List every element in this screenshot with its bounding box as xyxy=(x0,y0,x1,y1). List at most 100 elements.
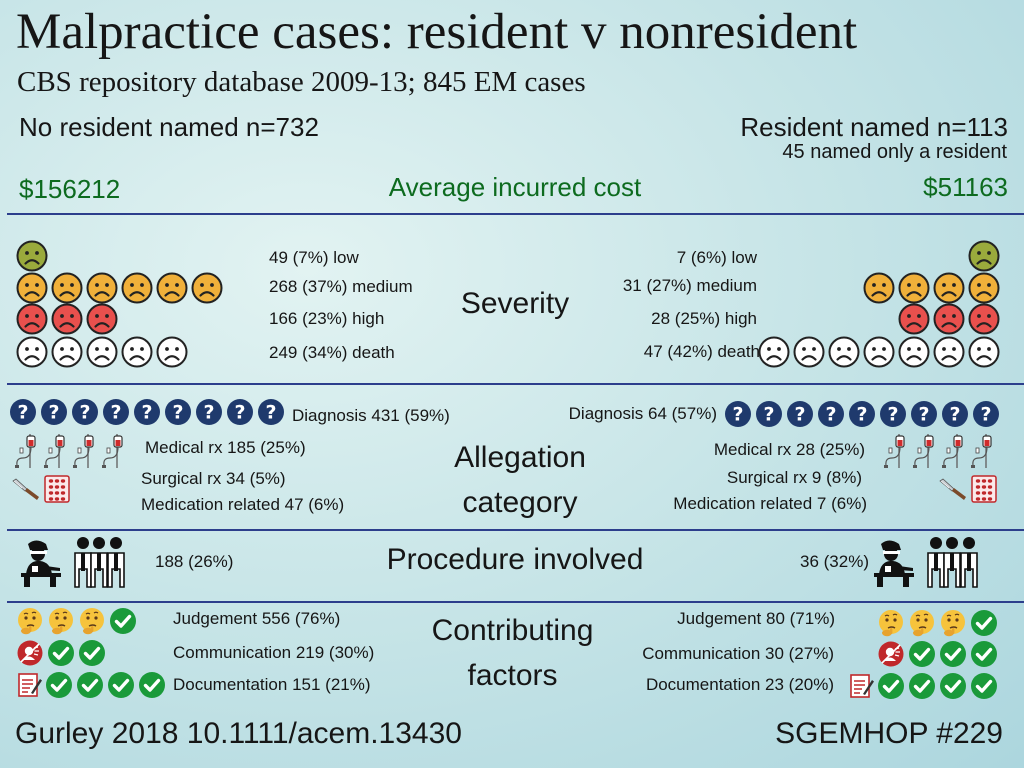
documentation-left-icons xyxy=(16,671,166,699)
surgeon-icon xyxy=(18,536,66,588)
allegation-right-diagnosis: Diagnosis 64 (57%) xyxy=(568,404,717,423)
check-mark-icon xyxy=(970,640,998,668)
check-mark-icon xyxy=(78,639,106,667)
diagnosis-left-icons: ????????? xyxy=(9,398,285,426)
svg-text:?: ? xyxy=(763,404,774,426)
sad-face-orange-icon xyxy=(51,272,83,304)
sad-face-white-icon xyxy=(793,336,825,368)
thinking-face-icon xyxy=(78,607,106,635)
medical-left-icons xyxy=(12,432,125,470)
surgical-left-icons xyxy=(12,474,71,504)
communication-left-icons xyxy=(16,639,106,667)
sad-face-red-icon xyxy=(86,303,118,335)
question-mark-icon: ? xyxy=(226,398,254,426)
question-mark-icon: ? xyxy=(71,398,99,426)
allegation-right-medication: Medication related 7 (6%) xyxy=(673,494,867,513)
contributing-left-judgement: Judgement 556 (76%) xyxy=(173,609,341,628)
check-mark-icon xyxy=(908,672,936,700)
iv-drip-icon xyxy=(70,432,96,470)
iv-drip-icon xyxy=(881,432,907,470)
iv-drip-icon xyxy=(939,432,965,470)
allegation-left-medication: Medication related 47 (6%) xyxy=(141,495,345,514)
sad-face-orange-icon xyxy=(191,272,223,304)
no-speaking-icon xyxy=(877,640,905,668)
contributing-right-documentation: Documentation 23 (20%) xyxy=(645,675,834,694)
check-mark-icon xyxy=(138,671,166,699)
iv-drip-icon xyxy=(968,432,994,470)
question-mark-icon: ? xyxy=(164,398,192,426)
severity-right-low-icons xyxy=(968,240,1000,272)
check-mark-icon xyxy=(877,672,905,700)
sad-face-olive-icon xyxy=(16,240,48,272)
divider xyxy=(7,529,1024,531)
sad-face-white-icon xyxy=(156,336,188,368)
svg-text:?: ? xyxy=(110,402,121,424)
question-mark-icon: ? xyxy=(972,400,1000,428)
page-subtitle: CBS repository database 2009-13; 845 EM … xyxy=(17,66,586,98)
right-group-title: Resident named n=113 xyxy=(740,112,1008,142)
thinking-face-icon xyxy=(877,609,905,637)
sad-face-white-icon xyxy=(86,336,118,368)
svg-text:?: ? xyxy=(825,404,836,426)
allegation-section-label-line2: category xyxy=(462,486,578,519)
page-title: Malpractice cases: resident v nonresiden… xyxy=(16,4,858,60)
contributing-left-communication: Communication 219 (30%) xyxy=(173,643,375,662)
footer-citation: Gurley 2018 10.1111/acem.13430 xyxy=(15,717,462,750)
svg-text:?: ? xyxy=(980,404,991,426)
question-mark-icon: ? xyxy=(848,400,876,428)
svg-text:?: ? xyxy=(887,404,898,426)
medical-right-icons xyxy=(881,432,994,470)
severity-left-low-icons xyxy=(16,240,48,272)
right-group-note: 45 named only a resident xyxy=(782,141,1007,163)
judgement-left-icons xyxy=(16,607,137,635)
svg-text:?: ? xyxy=(918,404,929,426)
procedure-left-icons xyxy=(18,535,127,589)
sad-face-red-icon xyxy=(898,303,930,335)
severity-right-medium-icons xyxy=(863,272,1000,304)
question-mark-icon: ? xyxy=(786,400,814,428)
divider xyxy=(7,383,1024,385)
iv-drip-icon xyxy=(12,432,38,470)
documentation-right-icons xyxy=(848,672,998,700)
contributing-right-communication: Communication 30 (27%) xyxy=(642,644,834,663)
contributing-right-judgement: Judgement 80 (71%) xyxy=(677,609,835,628)
question-mark-icon: ? xyxy=(724,400,752,428)
question-mark-icon: ? xyxy=(195,398,223,426)
severity-section-label: Severity xyxy=(460,287,570,320)
pill-pack-icon xyxy=(43,474,71,504)
severity-right-high-label: 28 (25%) high xyxy=(651,309,757,328)
severity-left-high-icons xyxy=(16,303,118,335)
question-mark-icon: ? xyxy=(910,400,938,428)
severity-right-medium-label: 31 (27%) medium xyxy=(622,276,757,295)
svg-text:?: ? xyxy=(856,404,867,426)
allegation-left-medical: Medical rx 185 (25%) xyxy=(145,438,306,457)
sad-face-orange-icon xyxy=(86,272,118,304)
severity-right-death-icons xyxy=(758,336,1000,368)
scalpel-icon xyxy=(939,476,967,502)
sad-face-orange-icon xyxy=(16,272,48,304)
question-mark-icon: ? xyxy=(133,398,161,426)
contributing-left-documentation: Documentation 151 (21%) xyxy=(173,675,371,694)
severity-left-high-label: 166 (23%) high xyxy=(269,309,385,328)
medical-staff-icon xyxy=(69,535,127,589)
svg-text:?: ? xyxy=(172,402,183,424)
question-mark-icon: ? xyxy=(941,400,969,428)
sad-face-white-icon xyxy=(51,336,83,368)
allegation-right-medical: Medical rx 28 (25%) xyxy=(713,440,865,459)
sad-face-orange-icon xyxy=(933,272,965,304)
severity-left-medium-icons xyxy=(16,272,223,304)
question-mark-icon: ? xyxy=(817,400,845,428)
diagnosis-right-icons: ????????? xyxy=(724,400,1000,428)
severity-left-death-label: 249 (34%) death xyxy=(269,343,395,362)
footer-tag: SGEMHOP #229 xyxy=(775,717,1003,750)
severity-right-low-label: 7 (6%) low xyxy=(676,248,757,267)
iv-drip-icon xyxy=(99,432,125,470)
sad-face-orange-icon xyxy=(863,272,895,304)
check-mark-icon xyxy=(45,671,73,699)
divider xyxy=(7,601,1024,603)
sad-face-red-icon xyxy=(933,303,965,335)
svg-text:?: ? xyxy=(265,402,276,424)
sad-face-white-icon xyxy=(828,336,860,368)
allegation-left-diagnosis: Diagnosis 431 (59%) xyxy=(292,406,450,425)
